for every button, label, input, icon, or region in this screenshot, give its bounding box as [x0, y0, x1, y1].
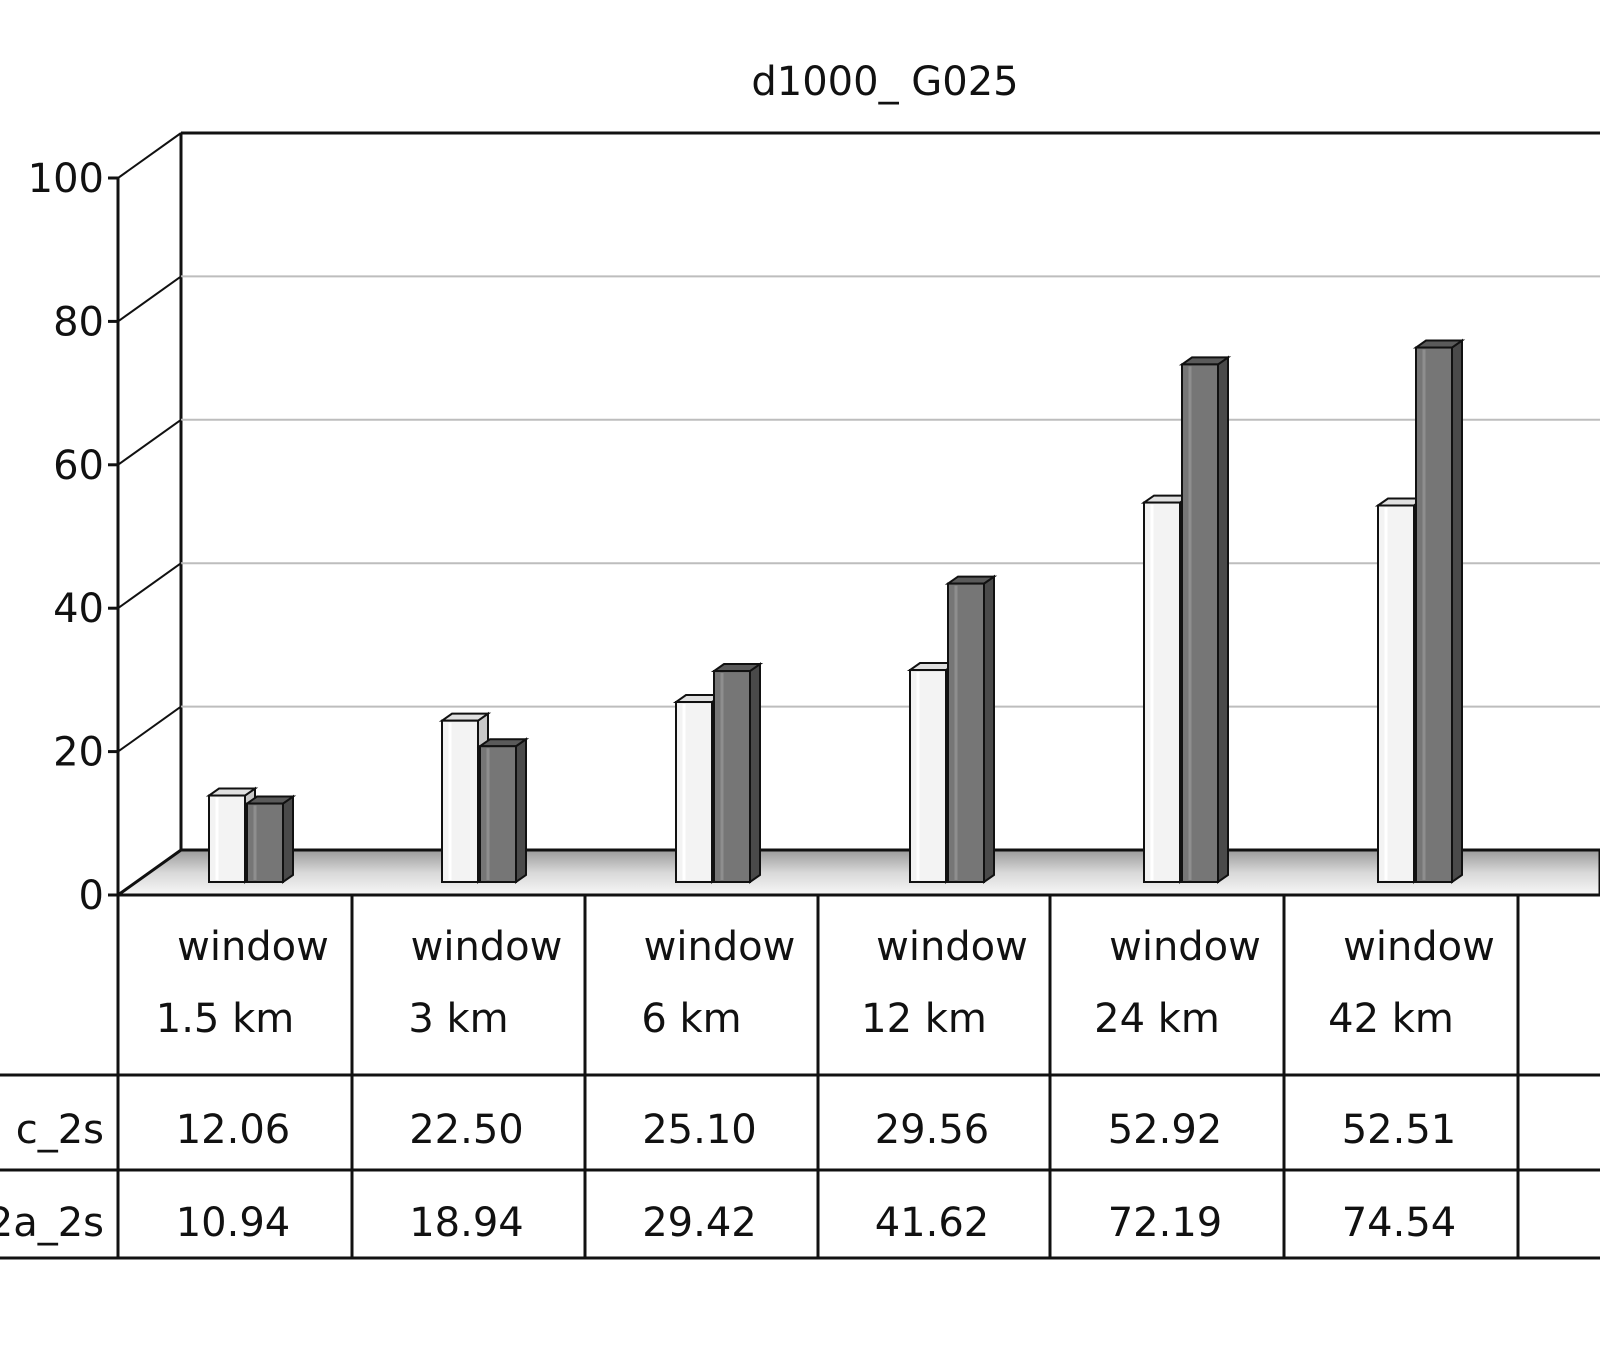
bar [947, 582, 985, 883]
bar-top [1412, 339, 1466, 349]
data-table: window 1.5 km window 3 km window 6 km window 12… [0, 893, 1600, 1260]
bar [246, 802, 284, 883]
bar [1415, 346, 1453, 883]
bar [441, 719, 479, 883]
x-category-label-line1: window [177, 924, 329, 970]
series-name: c_2s [16, 1107, 104, 1153]
x-category-label-line2: 6 km [641, 996, 741, 1042]
bar [1143, 501, 1181, 883]
bar-2a_2s-0 [243, 794, 297, 884]
x-category-label-line1: window [1343, 924, 1495, 970]
bar [713, 670, 751, 883]
y-tick-label: 0 [79, 873, 104, 919]
y-tick-label: 80 [53, 299, 104, 345]
bar [675, 701, 713, 884]
chart-title: d1000_ G025 [751, 59, 1018, 105]
gridlines [117, 132, 1600, 896]
bar-side [1451, 338, 1463, 884]
grid-diagonal [117, 418, 182, 466]
bars [205, 338, 1466, 884]
bar-top [438, 712, 492, 722]
grid-diagonal [117, 562, 182, 610]
data-label: 10.94 [176, 1200, 291, 1246]
data-label: 22.50 [409, 1107, 524, 1153]
bar-2a_2s-5 [1412, 338, 1466, 884]
y-tick-label: 20 [53, 730, 104, 776]
data-label: 29.42 [642, 1200, 757, 1246]
x-category-label-line2: 3 km [408, 996, 508, 1042]
bar [1377, 504, 1415, 883]
x-category-label-line1: window [876, 924, 1028, 970]
bar-top [243, 795, 297, 805]
bar [208, 794, 246, 883]
bar-top [205, 787, 259, 797]
bar-2a_2s-4 [1178, 355, 1232, 884]
bar-2a_2s-1 [476, 737, 530, 884]
x-category-label-line1: window [1109, 924, 1261, 970]
data-label: 12.06 [176, 1107, 291, 1153]
data-label: 18.94 [409, 1200, 524, 1246]
series-name: 2a_2s [0, 1200, 104, 1246]
bar-top [1178, 356, 1232, 366]
y-tick-label: 40 [53, 586, 104, 632]
bar-side [983, 574, 995, 884]
grid-diagonal [117, 849, 182, 896]
bar-side [1217, 355, 1229, 884]
y-tick-label: 60 [53, 443, 104, 489]
data-label: 29.56 [875, 1107, 990, 1153]
bar [909, 669, 947, 884]
data-label: 41.62 [875, 1200, 990, 1246]
bar-side [749, 662, 761, 884]
bar-2a_2s-3 [944, 574, 998, 884]
x-category-label-line1: window [411, 924, 563, 970]
x-category-label-line2: 1.5 km [156, 996, 294, 1042]
grid-diagonal [117, 132, 182, 179]
x-category-label-line2: 24 km [1094, 996, 1220, 1042]
data-label: 72.19 [1108, 1200, 1223, 1246]
bar-top [710, 663, 764, 673]
y-axis: 0 20 40 60 80 100 [28, 156, 118, 919]
x-category-label-line2: 12 km [861, 996, 987, 1042]
data-label: 25.10 [642, 1107, 757, 1153]
grid-diagonal [117, 275, 182, 323]
bar-2a_2s-2 [710, 662, 764, 884]
bar-side [515, 737, 527, 884]
grid-diagonal [117, 705, 182, 753]
data-label: 52.92 [1108, 1107, 1223, 1153]
data-label: 74.54 [1342, 1200, 1457, 1246]
bar-top [476, 738, 530, 748]
bar [479, 745, 517, 883]
bar-top [944, 575, 998, 585]
x-category-label-line1: window [644, 924, 796, 970]
y-tick-label: 100 [28, 156, 104, 202]
x-category-label-line2: 42 km [1328, 996, 1454, 1042]
bar [1181, 363, 1219, 883]
bar-side [282, 794, 294, 884]
data-label: 52.51 [1342, 1107, 1457, 1153]
